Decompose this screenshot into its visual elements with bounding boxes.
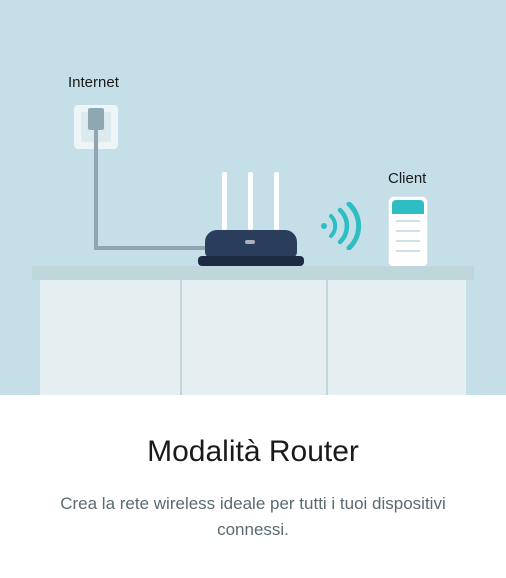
phone-content-line [396, 220, 420, 222]
phone-content-line [396, 230, 420, 232]
phone-screen [392, 214, 424, 259]
internet-label: Internet [68, 74, 119, 91]
client-phone [388, 196, 428, 268]
table-body [40, 280, 466, 395]
table-top [32, 266, 474, 280]
page-subtitle: Crea la rete wireless ideale per tutti i… [0, 491, 506, 542]
table-separator [180, 280, 182, 395]
router-base [198, 256, 304, 266]
phone-content-line [396, 250, 420, 252]
router-body [205, 230, 297, 258]
diagram-scene: Internet Client [0, 0, 506, 395]
router-antenna [248, 172, 253, 230]
cable-horizontal [94, 246, 214, 250]
page-title: Modalità Router [0, 435, 506, 469]
router-antenna [222, 172, 227, 230]
phone-screen-header [392, 200, 424, 214]
power-plug [88, 108, 104, 130]
phone-content-line [396, 240, 420, 242]
router-antenna [274, 172, 279, 230]
cable-vertical [94, 130, 98, 248]
client-label: Client [388, 170, 426, 187]
wifi-icon [314, 202, 362, 250]
table-separator [326, 280, 328, 395]
